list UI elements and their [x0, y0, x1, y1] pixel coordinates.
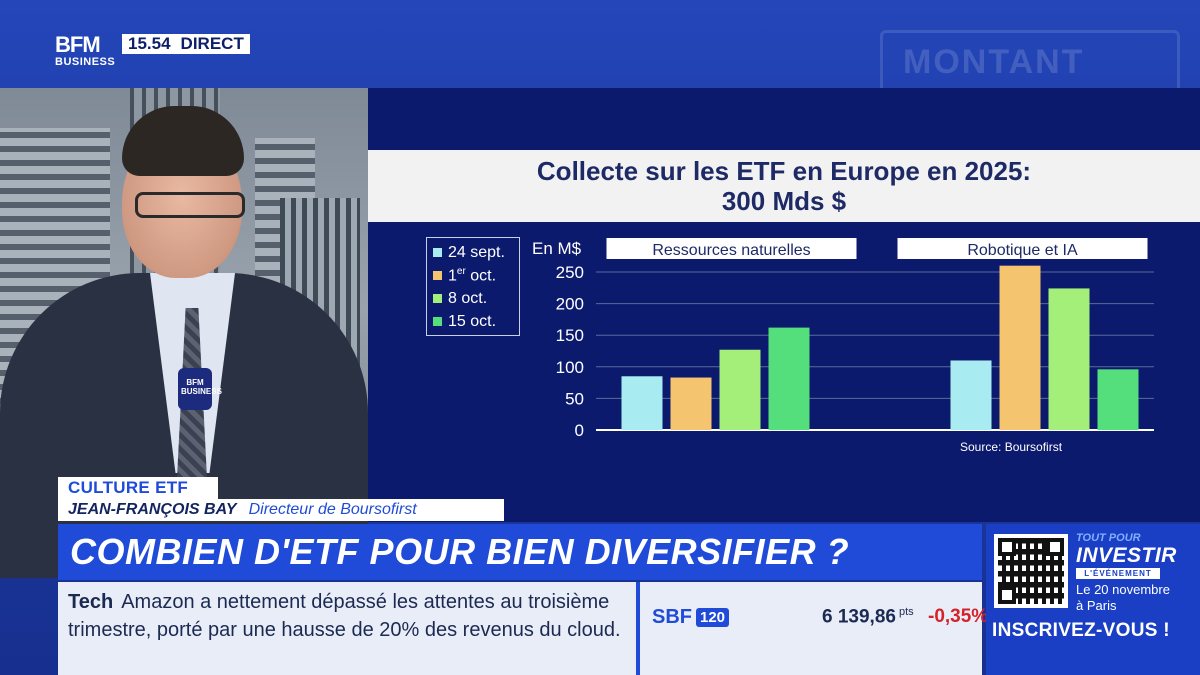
y-axis-label: En M$ — [532, 239, 582, 258]
group-header-box — [897, 238, 1148, 259]
guest-hair — [122, 106, 244, 176]
legend-label-sup: er — [456, 265, 466, 277]
y-tick-label: 200 — [556, 295, 584, 314]
microphone-icon: BFM BUSINESS — [178, 368, 222, 410]
index-value: 6 139,86 — [822, 606, 896, 628]
headline-box: COMBIEN D'ETF POUR BIEN DIVERSIFIER ? — [58, 524, 982, 580]
index-badge: 120 — [696, 608, 730, 627]
chart-title: Collecte sur les ETF en Europe en 2025: — [536, 156, 1032, 186]
qr-corner — [998, 586, 1016, 604]
mic-label: BFM BUSINESS — [181, 378, 222, 396]
bar — [999, 265, 1041, 430]
promo-date: Le 20 novembre à Paris — [1076, 582, 1196, 614]
channel-logo: BFM BUSINESS — [55, 34, 117, 74]
index-name: SBF 120 — [652, 606, 730, 629]
news-ticker: Tech Amazon a nettement dépassé les atten… — [58, 582, 988, 675]
y-tick-label: 250 — [556, 263, 584, 282]
event-promo: TOUT POUR INVESTIR L'ÉVÉNEMENT Le 20 nov… — [986, 524, 1200, 675]
background-sign-text: MONTANT — [903, 43, 1085, 81]
chart-subtitle: 300 Mds $ — [721, 186, 847, 216]
ticker-text-block: Tech Amazon a nettement dépassé les atten… — [68, 588, 628, 644]
bar — [670, 377, 712, 430]
qr-corner — [998, 538, 1016, 556]
legend-swatch — [433, 271, 442, 280]
logo-sub-text: BUSINESS — [55, 56, 116, 68]
live-status: DIRECT — [180, 34, 244, 53]
bar — [621, 376, 663, 430]
bar — [1097, 369, 1139, 430]
promo-kicker: TOUT POUR — [1076, 532, 1141, 544]
promo-place-line: à Paris — [1076, 598, 1117, 613]
legend-item: 15 oct. — [433, 310, 513, 333]
legend-item: 24 sept. — [433, 241, 513, 264]
clock-box: 15.54 DIRECT — [122, 34, 250, 54]
group-header-label: Robotique et IA — [967, 242, 1078, 259]
guest-role: Directeur de Boursofirst — [248, 501, 417, 518]
index-change: -0,35% — [928, 606, 989, 627]
segment-tag: CULTURE ETF — [68, 478, 189, 497]
ticker-separator — [636, 582, 640, 675]
chart-title-box: Collecte sur les ETF en Europe en 2025: … — [368, 150, 1200, 222]
logo-main-text: BFM — [55, 32, 101, 57]
y-tick-label: 150 — [556, 326, 584, 345]
promo-cta: INSCRIVEZ-VOUS ! — [992, 620, 1170, 641]
group-header-box — [606, 238, 857, 259]
legend-label: 15 oct. — [448, 312, 497, 330]
ticker-headline: Amazon a nettement dépassé les attentes … — [68, 591, 621, 641]
legend-swatch — [433, 317, 442, 326]
legend-label: 24 sept. — [448, 243, 505, 261]
y-tick-label: 0 — [575, 421, 584, 440]
bar — [1048, 288, 1090, 430]
legend-item: 1er oct. — [433, 264, 513, 287]
chart-legend: 24 sept. 1er oct. 8 oct. 15 oct. — [426, 237, 520, 336]
group-header-label: Ressources naturelles — [652, 242, 810, 259]
index-value-box: 6 139,86 pts — [822, 606, 914, 628]
legend-label: 8 oct. — [448, 289, 488, 307]
guest-glasses — [135, 192, 245, 218]
chart-source: Source: Boursofirst — [960, 440, 1063, 454]
promo-brand: INVESTIR — [1076, 544, 1177, 567]
bar — [719, 349, 761, 430]
guest-name: JEAN-FRANÇOIS BAY — [68, 501, 237, 518]
index-label: SBF — [652, 606, 692, 628]
legend-swatch — [433, 248, 442, 257]
studio-camera-view: BFM BUSINESS — [0, 88, 368, 578]
bar-chart: En M$ 0 50 100 150 200 250 Ressources naturelle… — [532, 238, 1154, 454]
ticker-category: Tech — [68, 591, 114, 613]
y-tick-label: 50 — [565, 389, 584, 408]
bar — [768, 327, 810, 430]
legend-item: 8 oct. — [433, 287, 513, 310]
promo-event-label: L'ÉVÉNEMENT — [1076, 568, 1160, 579]
promo-date-line: Le 20 novembre — [1076, 582, 1170, 597]
bar — [950, 360, 992, 430]
legend-label: 1er oct. — [448, 265, 497, 285]
guest-name-box: JEAN-FRANÇOIS BAY Directeur de Boursofir… — [58, 499, 504, 521]
broadcast-time: 15.54 — [128, 34, 171, 53]
y-tick-label: 100 — [556, 358, 584, 377]
legend-swatch — [433, 294, 442, 303]
headline: COMBIEN D'ETF POUR BIEN DIVERSIFIER ? — [70, 531, 850, 572]
index-unit: pts — [898, 606, 914, 618]
qr-corner — [1046, 538, 1064, 556]
segment-tag-box: CULTURE ETF — [58, 477, 218, 499]
qr-code-icon — [994, 534, 1068, 608]
